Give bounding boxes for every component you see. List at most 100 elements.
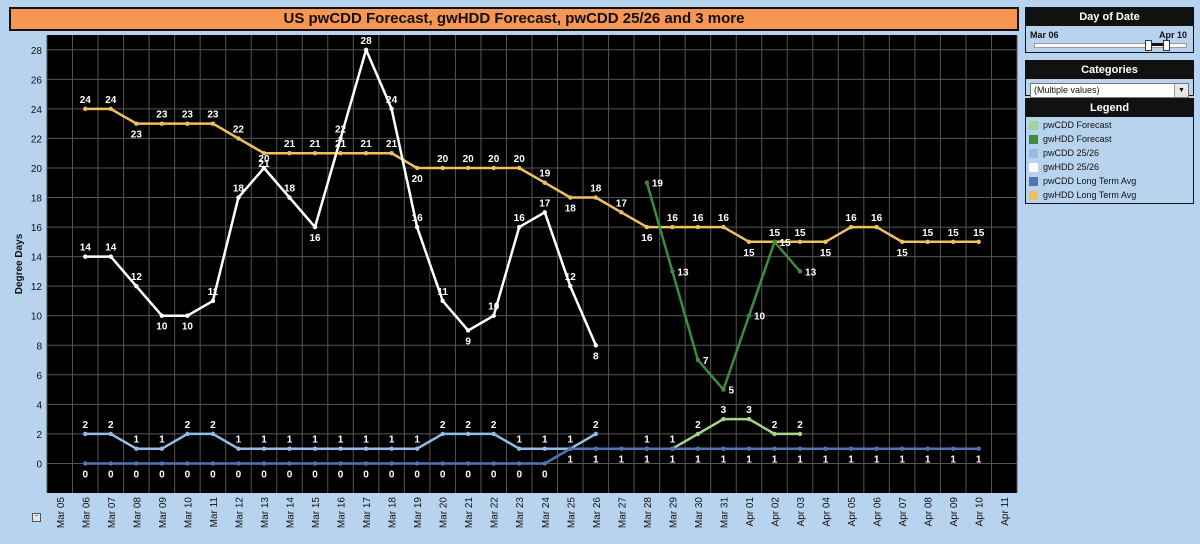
data-label: 16 (692, 213, 704, 224)
data-label: 15 (897, 248, 909, 259)
slider-start-handle[interactable] (1145, 40, 1152, 51)
x-tick-label: Mar 10 (183, 497, 194, 529)
data-point (389, 106, 394, 112)
data-point (83, 431, 88, 437)
legend-item[interactable]: pwCDD 25/26 (1026, 146, 1193, 160)
data-label: 10 (156, 322, 168, 333)
legend-label: pwCDD 25/26 (1043, 148, 1100, 158)
data-label: 1 (644, 455, 650, 466)
data-point (899, 239, 905, 245)
data-label: 11 (208, 287, 219, 298)
data-label: 0 (159, 469, 165, 480)
data-label: 0 (465, 469, 471, 480)
data-label: 11 (437, 287, 448, 298)
data-label: 1 (389, 435, 395, 446)
date-end-label: Apr 10 (1158, 30, 1187, 40)
legend-item[interactable]: gwHDD 25/26 (1026, 160, 1193, 174)
categories-dropdown[interactable]: (Multiple values) ▼ (1030, 83, 1189, 98)
collapse-icon[interactable]: − (32, 513, 41, 522)
data-label: 21 (386, 139, 398, 150)
data-point (261, 461, 267, 466)
x-tick-label: Mar 12 (234, 497, 245, 529)
data-point (440, 461, 445, 466)
data-label: 1 (746, 455, 752, 466)
legend-heading: Legend (1026, 99, 1193, 117)
data-label: 0 (261, 469, 267, 480)
data-label: 2 (695, 420, 701, 431)
date-start-label: Mar 06 (1030, 30, 1059, 40)
data-point (746, 313, 752, 318)
series-line (85, 107, 979, 244)
data-point (465, 165, 471, 171)
data-point (619, 210, 624, 215)
data-label: 19 (652, 179, 664, 190)
data-label: 1 (925, 455, 931, 466)
data-label: 2 (440, 420, 446, 431)
chevron-down-icon[interactable]: ▼ (1174, 84, 1188, 97)
data-label: 2 (772, 420, 778, 431)
data-point (670, 446, 675, 451)
data-label: 3 (721, 405, 727, 416)
data-label: 21 (258, 159, 270, 170)
data-point (185, 431, 190, 437)
data-label: 1 (542, 435, 548, 446)
date-range-slider[interactable] (1034, 40, 1187, 51)
legend-item[interactable]: gwHDD Forecast (1026, 132, 1193, 146)
date-filter-panel: Day of Date Mar 06 Apr 10 (1025, 7, 1194, 53)
y-tick-label: 18 (31, 194, 43, 205)
x-tick-label: Mar 18 (388, 497, 399, 529)
data-label: 2 (491, 420, 497, 431)
data-label: 1 (695, 455, 701, 466)
data-label: 15 (973, 228, 985, 239)
y-tick-label: 24 (31, 105, 43, 116)
data-point (287, 150, 292, 156)
y-tick-label: 28 (31, 46, 43, 57)
chart-area[interactable]: 0 2 4 6 8 10 12 14 16 18 20 22 24 26 28 Degree Days Mar … (9, 33, 1019, 544)
data-label: 20 (437, 154, 449, 165)
data-point (83, 106, 88, 112)
data-label: 0 (312, 469, 318, 480)
data-label: 7 (703, 356, 709, 367)
legend-item[interactable]: pwCDD Forecast (1026, 118, 1193, 132)
data-label: 1 (619, 455, 625, 466)
data-label: 0 (185, 469, 191, 480)
data-label: 0 (414, 469, 420, 480)
data-point (159, 121, 165, 126)
data-label: 0 (389, 469, 395, 480)
x-tick-label: Mar 14 (286, 497, 297, 529)
slider-end-handle[interactable] (1163, 40, 1170, 51)
data-point (670, 224, 675, 230)
data-point (159, 313, 165, 318)
data-label: 2 (593, 420, 599, 431)
data-label: 1 (670, 455, 676, 466)
data-point (287, 461, 292, 466)
data-label: 21 (309, 139, 321, 150)
legend-item[interactable]: gwHDD Long Term Avg (1026, 188, 1193, 202)
legend-label: gwHDD Forecast (1043, 134, 1112, 144)
data-point (465, 461, 471, 466)
data-label: 1 (797, 455, 803, 466)
data-point (134, 461, 139, 466)
y-tick-label: 8 (36, 341, 42, 352)
data-label: 0 (363, 469, 369, 480)
data-label: 1 (899, 455, 905, 466)
data-label: 15 (743, 248, 755, 259)
x-tick-label: Apr 08 (924, 497, 935, 527)
data-label: 15 (780, 238, 792, 249)
data-point (363, 150, 369, 156)
legend-item[interactable]: pwCDD Long Term Avg (1026, 174, 1193, 188)
data-point (517, 446, 522, 451)
x-tick-label: Mar 30 (694, 497, 705, 529)
data-label: 0 (108, 469, 114, 480)
data-point (389, 461, 394, 466)
data-point (976, 446, 981, 451)
data-point (950, 239, 956, 245)
x-tick-label: Apr 03 (796, 497, 807, 527)
legend-swatch (1029, 148, 1038, 158)
data-label: 18 (233, 184, 245, 195)
data-point (746, 239, 752, 245)
data-point (210, 121, 216, 126)
x-tick-label: Apr 07 (898, 497, 909, 527)
y-axis-label: Degree Days (14, 233, 25, 294)
